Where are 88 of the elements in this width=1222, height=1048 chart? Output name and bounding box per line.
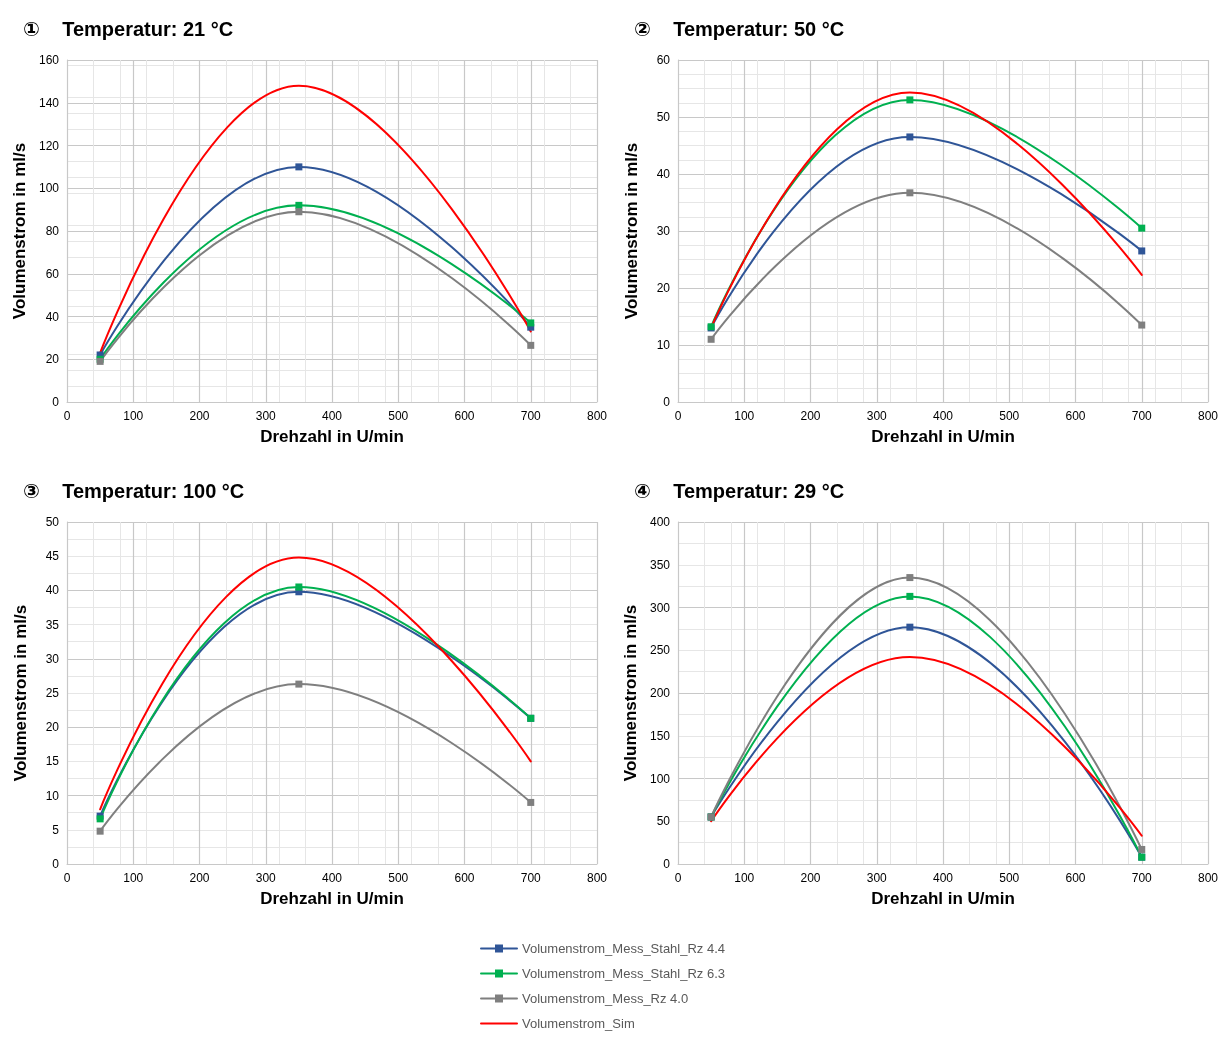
y-tick-label: 160 [38, 53, 60, 67]
y-tick-label: 50 [656, 814, 671, 829]
y-axis-title: Volumenstrom in ml/s [11, 604, 30, 782]
y-axis-title: Volumenstrom in ml/s [621, 604, 641, 782]
x-tick-label: 400 [321, 409, 343, 423]
x-tick-label: 800 [1197, 409, 1219, 423]
x-axis-title: Drehzahl in U/min [871, 889, 1015, 908]
x-tick-label: 800 [586, 409, 608, 423]
y-tick-label: 80 [45, 224, 60, 238]
x-axis-title: Drehzahl in U/min [260, 889, 404, 908]
y-tick-label: 30 [656, 224, 671, 238]
y-tick-label: 250 [649, 643, 671, 658]
x-tick-label: 500 [999, 409, 1020, 423]
y-tick-label: 35 [45, 617, 60, 632]
y-tick-label: 120 [38, 138, 60, 153]
x-tick-label: 300 [255, 871, 277, 885]
x-tick-label: 300 [866, 409, 888, 423]
y-axis-title: Volumenstrom in ml/s [10, 142, 30, 320]
x-tick-label: 700 [520, 409, 542, 423]
x-tick-label: 700 [520, 871, 542, 885]
x-tick-label: 200 [800, 871, 821, 885]
x-tick-label: 600 [1065, 871, 1086, 885]
x-tick-label: 500 [388, 409, 409, 423]
x-tick-label: 400 [932, 871, 954, 885]
y-tick-label: 150 [649, 728, 671, 743]
x-tick-label: 700 [1131, 409, 1153, 423]
x-tick-label: 300 [866, 871, 888, 885]
y-tick-label: 0 [663, 395, 671, 409]
x-axis-title: Drehzahl in U/min [260, 427, 404, 446]
x-tick-label: 600 [454, 871, 475, 885]
y-tick-label: 60 [656, 53, 671, 67]
y-tick-label: 40 [45, 583, 60, 598]
y-tick-label: 100 [38, 181, 60, 196]
y-tick-label: 0 [663, 857, 671, 871]
x-tick-label: 0 [63, 409, 71, 423]
legend-label: Volumenstrom_Mess_Stahl_Rz 4.4 [522, 941, 726, 956]
chart-title: ② Temperatur: 50 °C [634, 18, 845, 40]
x-tick-label: 600 [454, 409, 475, 423]
x-tick-label: 700 [1131, 871, 1153, 885]
y-tick-label: 60 [45, 266, 60, 281]
chart-title: ① Temperatur: 21 °C [23, 18, 234, 40]
x-tick-label: 0 [63, 871, 71, 885]
legend-label: Volumenstrom_Sim [522, 1016, 635, 1031]
chart-title: ④ Temperatur: 29 °C [634, 480, 845, 502]
x-tick-label: 100 [734, 409, 755, 423]
y-tick-label: 20 [45, 352, 60, 367]
y-tick-label: 0 [52, 857, 60, 871]
y-tick-label: 350 [649, 557, 671, 572]
y-tick-label: 300 [649, 600, 671, 615]
y-tick-label: 200 [649, 686, 671, 700]
x-tick-label: 400 [321, 871, 343, 885]
y-tick-label: 100 [649, 771, 671, 786]
y-tick-label: 25 [45, 686, 60, 700]
x-tick-label: 200 [189, 409, 210, 423]
x-tick-label: 500 [999, 871, 1020, 885]
x-tick-label: 100 [123, 871, 144, 885]
y-tick-label: 30 [45, 651, 60, 666]
y-tick-label: 5 [52, 822, 60, 837]
legend-label: Volumenstrom_Mess_Stahl_Rz 6.3 [522, 966, 726, 981]
y-tick-label: 140 [38, 95, 60, 110]
y-tick-label: 50 [656, 110, 671, 124]
x-tick-label: 400 [932, 409, 954, 423]
y-tick-label: 15 [45, 754, 60, 769]
x-tick-label: 800 [586, 871, 608, 885]
x-tick-label: 500 [388, 871, 409, 885]
y-tick-label: 20 [45, 720, 60, 735]
x-tick-label: 100 [734, 871, 755, 885]
y-tick-label: 40 [45, 309, 60, 324]
y-tick-label: 10 [656, 338, 671, 352]
x-tick-label: 0 [674, 871, 682, 885]
y-tick-label: 10 [45, 788, 60, 803]
x-tick-label: 600 [1065, 409, 1086, 423]
y-tick-label: 20 [656, 281, 671, 295]
chart-title: ③ Temperatur: 100 °C [23, 480, 245, 502]
x-tick-label: 200 [800, 409, 821, 423]
x-tick-label: 100 [123, 409, 144, 423]
x-tick-label: 0 [674, 409, 682, 423]
x-tick-label: 300 [255, 409, 277, 423]
y-tick-label: 400 [649, 515, 671, 529]
legend-label: Volumenstrom_Mess_Rz 4.0 [522, 991, 689, 1006]
x-tick-label: 200 [189, 871, 210, 885]
y-tick-label: 0 [52, 395, 60, 409]
x-tick-label: 800 [1197, 871, 1219, 885]
x-axis-title: Drehzahl in U/min [871, 427, 1015, 446]
y-axis-title: Volumenstrom in ml/s [622, 142, 641, 320]
y-tick-label: 45 [45, 549, 60, 564]
y-tick-label: 40 [656, 167, 671, 181]
y-tick-label: 50 [45, 515, 60, 529]
